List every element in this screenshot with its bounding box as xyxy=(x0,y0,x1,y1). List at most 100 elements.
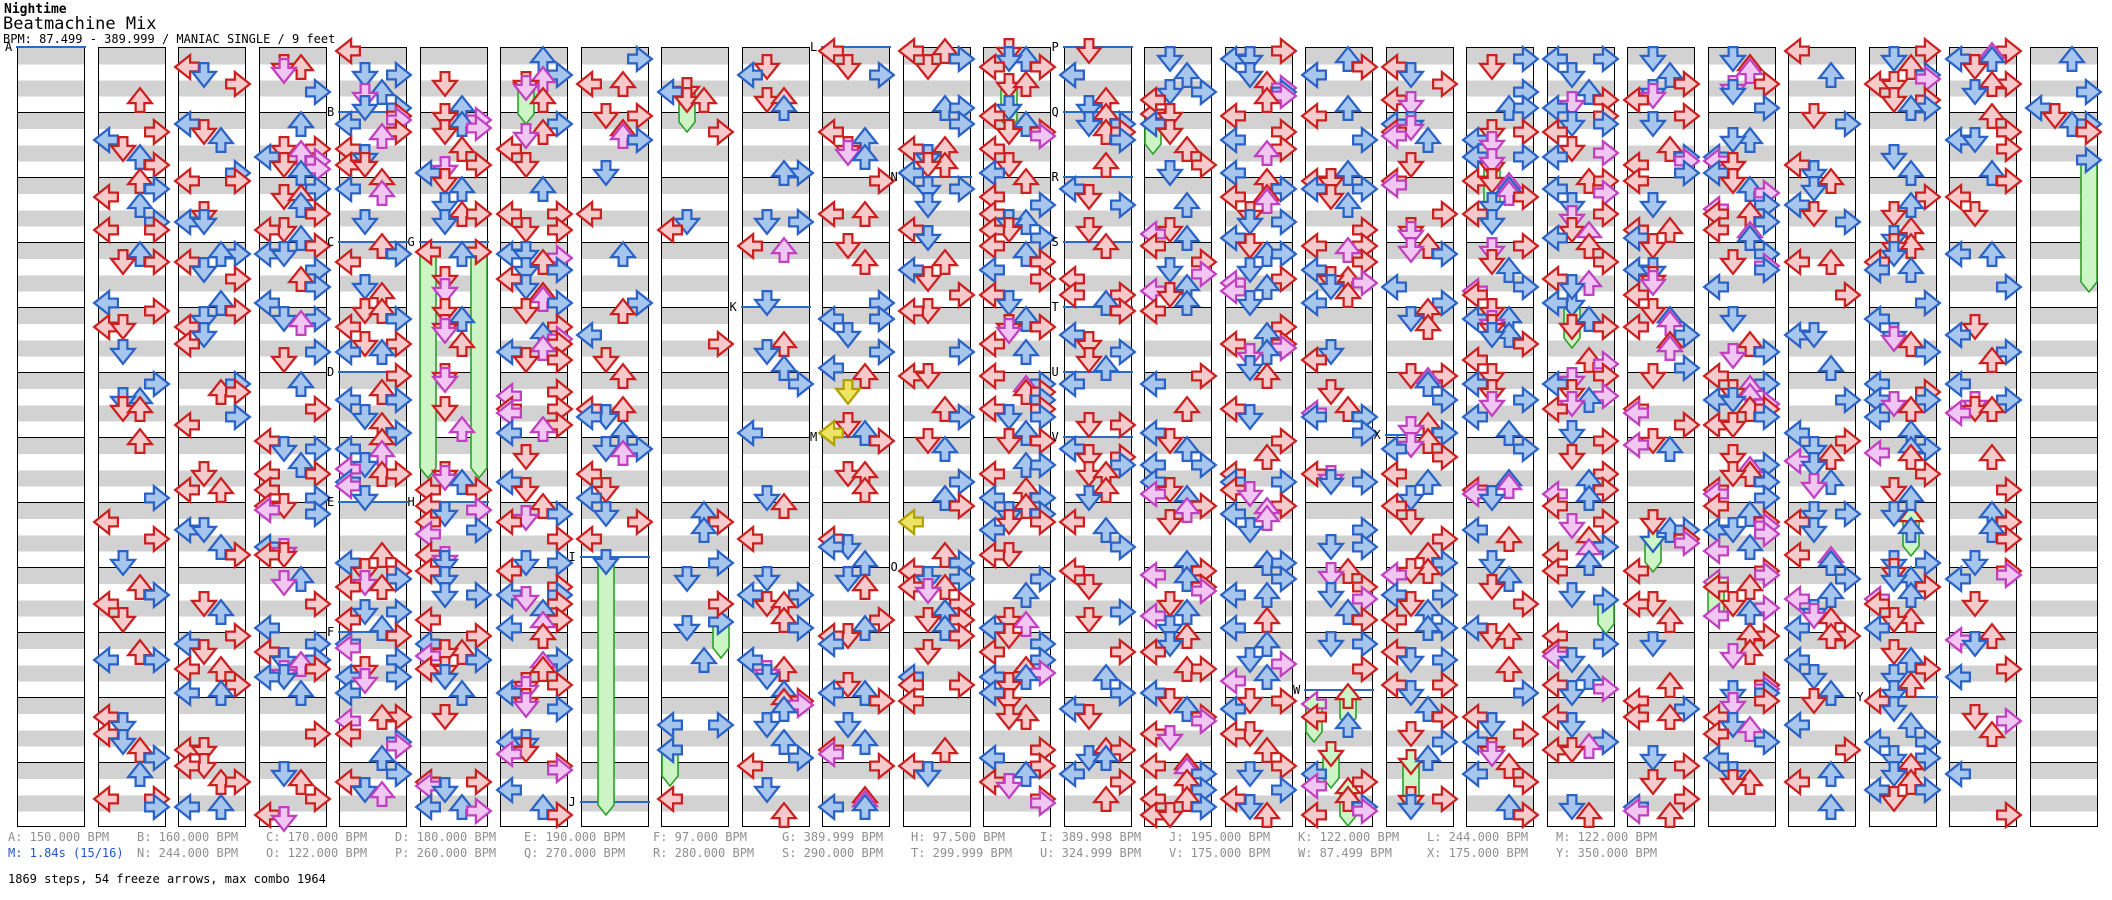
step-arrow-icon xyxy=(1254,139,1280,166)
step-arrow-icon xyxy=(2076,119,2102,146)
bpm-entry: R: 280.000 BPM xyxy=(653,846,755,860)
measure-line xyxy=(1385,177,1454,178)
step-arrow-icon xyxy=(817,793,844,820)
step-arrow-icon xyxy=(305,338,331,365)
step-arrow-icon xyxy=(593,159,619,186)
step-arrow-icon xyxy=(288,679,314,706)
step-arrow-icon xyxy=(1915,777,1941,804)
step-arrow-icon xyxy=(1961,590,1988,617)
measure-line xyxy=(661,762,729,763)
step-arrow-icon xyxy=(1898,257,1924,284)
section-marker-label: G xyxy=(407,235,415,249)
bpm-entry: Q: 270.000 BPM xyxy=(524,846,626,860)
measure-line xyxy=(822,112,890,113)
step-arrow-icon xyxy=(512,346,539,373)
step-arrow-icon xyxy=(432,208,458,235)
step-arrow-icon xyxy=(224,403,251,430)
measure-line xyxy=(741,762,810,763)
section-marker-label: V xyxy=(1051,430,1059,444)
step-arrow-icon xyxy=(1978,241,2005,268)
step-arrow-icon xyxy=(949,671,975,698)
measure-line xyxy=(97,112,166,113)
step-arrow-icon xyxy=(1512,273,1539,300)
measure-line xyxy=(661,242,729,243)
measure-line xyxy=(661,567,729,568)
step-arrow-icon xyxy=(1783,541,1810,568)
measure-line xyxy=(1707,762,1776,763)
measure-line xyxy=(419,437,488,438)
mix-subtitle: Beatmachine Mix xyxy=(3,14,157,34)
measure-line xyxy=(17,567,85,568)
step-arrow-icon xyxy=(546,346,573,373)
step-arrow-icon xyxy=(1076,704,1102,731)
step-arrow-icon xyxy=(1495,623,1522,649)
measure-line xyxy=(1627,762,1695,763)
step-arrow-icon xyxy=(1381,273,1407,300)
measure-line xyxy=(1063,762,1132,763)
section-marker-line xyxy=(1304,689,1374,691)
step-arrow-icon xyxy=(144,793,170,820)
measure-line xyxy=(2029,762,2098,763)
step-arrow-icon xyxy=(271,805,297,832)
step-arrow-icon xyxy=(110,249,136,276)
step-arrow-icon xyxy=(1995,655,2022,682)
measure-line xyxy=(661,632,729,633)
step-arrow-icon xyxy=(466,200,492,227)
step-arrow-icon xyxy=(224,623,251,649)
step-arrow-icon xyxy=(1703,602,1729,629)
measure-line xyxy=(1546,177,1615,178)
measure-line xyxy=(1707,372,1776,373)
shock-arrow-icon xyxy=(834,379,861,405)
measure-line xyxy=(1949,502,2017,503)
step-arrow-icon xyxy=(1334,94,1361,121)
measure-line xyxy=(419,567,488,568)
measure-line xyxy=(661,437,729,438)
section-marker-line xyxy=(901,566,972,568)
step-arrow-icon xyxy=(932,436,958,463)
step-arrow-icon xyxy=(1978,444,2005,471)
step-arrow-icon xyxy=(1800,200,1827,227)
step-arrow-icon xyxy=(1622,797,1649,824)
section-marker-label: H xyxy=(407,495,415,509)
step-arrow-icon xyxy=(144,484,170,511)
bpm-entry: B: 160.000 BPM xyxy=(137,830,239,844)
measure-line xyxy=(1224,177,1293,178)
step-arrow-icon xyxy=(673,614,700,641)
step-arrow-icon xyxy=(495,509,522,536)
measure-line xyxy=(741,177,810,178)
step-arrow-icon xyxy=(415,239,441,265)
measure-line xyxy=(1305,307,1373,308)
measure-line xyxy=(902,762,971,763)
step-arrow-icon xyxy=(449,330,475,357)
measure-line xyxy=(1707,307,1776,308)
step-arrow-icon xyxy=(1190,452,1217,479)
measure-line xyxy=(1627,112,1695,113)
step-arrow-icon xyxy=(1800,472,1827,499)
section-marker-label: M xyxy=(810,430,818,444)
step-arrow-icon xyxy=(1944,761,1971,788)
measure-line xyxy=(983,242,1051,243)
measure-line xyxy=(1305,567,1373,568)
step-arrow-icon xyxy=(915,54,941,81)
step-arrow-icon xyxy=(1156,159,1183,186)
measure-line xyxy=(1707,632,1776,633)
step-arrow-icon xyxy=(1834,208,1861,235)
freeze-arrow-body xyxy=(470,250,488,480)
step-arrow-icon xyxy=(1220,614,1246,641)
measure-line xyxy=(1788,242,1856,243)
step-arrow-icon xyxy=(1703,216,1729,243)
measure-line xyxy=(1949,242,2017,243)
step-arrow-icon xyxy=(771,159,797,186)
step-arrow-icon xyxy=(1237,289,1263,316)
measure-line xyxy=(1868,177,1937,178)
measure-line xyxy=(1385,112,1454,113)
measure-line xyxy=(258,697,327,698)
step-arrow-icon xyxy=(1478,208,1505,235)
step-arrow-icon xyxy=(93,785,119,812)
step-arrow-icon xyxy=(529,415,556,442)
step-arrow-icon xyxy=(1834,501,1861,528)
section-marker-line xyxy=(901,176,972,178)
measure-line xyxy=(741,112,810,113)
step-arrow-icon xyxy=(93,216,119,243)
step-arrow-icon xyxy=(334,338,361,365)
